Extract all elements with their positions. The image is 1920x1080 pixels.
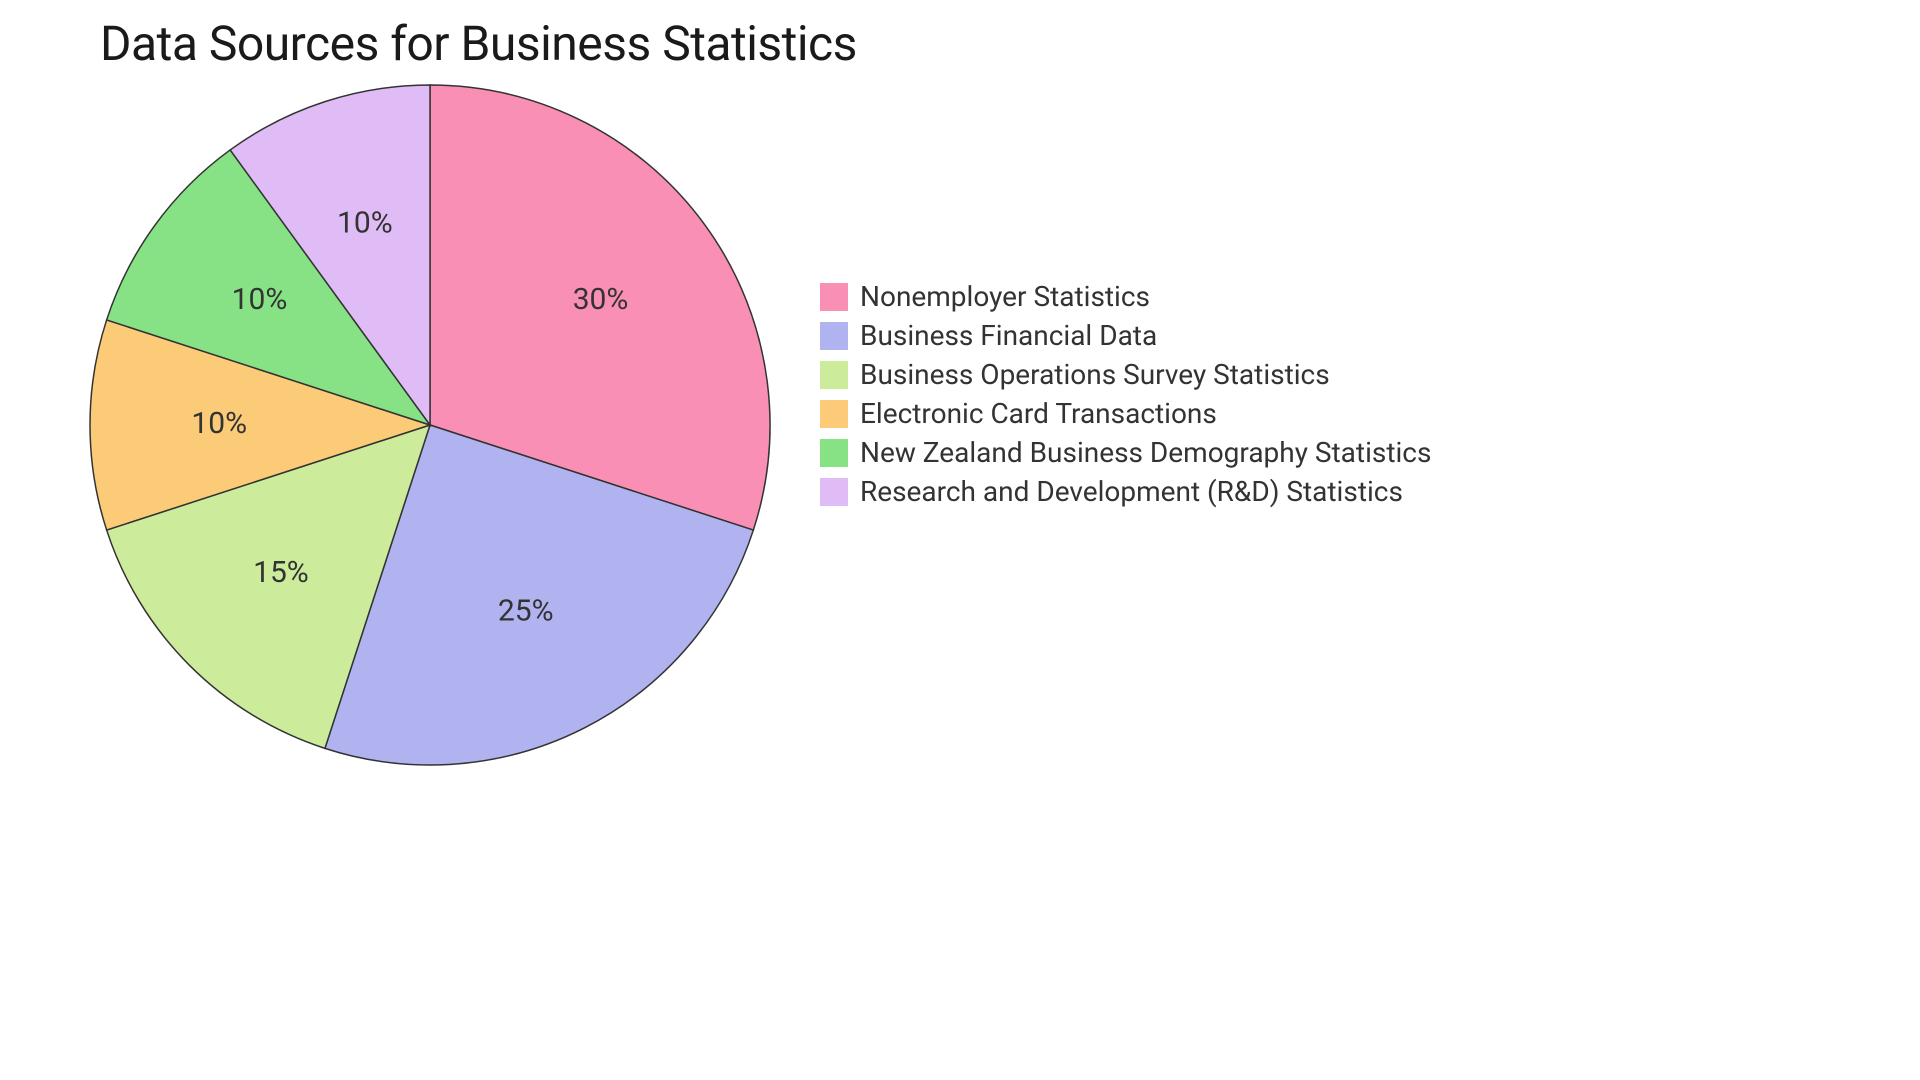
chart-title: Data Sources for Business Statistics (100, 15, 857, 72)
legend-item: Nonemployer Statistics (820, 280, 1431, 313)
legend-item: New Zealand Business Demography Statisti… (820, 436, 1431, 469)
legend-label: Business Financial Data (860, 319, 1157, 352)
legend-swatch (820, 283, 848, 311)
legend-swatch (820, 439, 848, 467)
chart-container: Data Sources for Business Statistics 30%… (0, 0, 1920, 1080)
slice-label: 25% (498, 594, 554, 629)
legend-label: Electronic Card Transactions (860, 397, 1217, 430)
slice-label: 10% (191, 406, 247, 441)
legend-item: Business Operations Survey Statistics (820, 358, 1431, 391)
legend-item: Business Financial Data (820, 319, 1431, 352)
legend-swatch (820, 361, 848, 389)
legend-label: Research and Development (R&D) Statistic… (860, 475, 1403, 508)
legend-label: New Zealand Business Demography Statisti… (860, 436, 1431, 469)
slice-label: 10% (232, 282, 288, 317)
slice-label: 15% (253, 555, 309, 590)
legend-swatch (820, 322, 848, 350)
legend-item: Research and Development (R&D) Statistic… (820, 475, 1431, 508)
legend-item: Electronic Card Transactions (820, 397, 1431, 430)
legend-label: Nonemployer Statistics (860, 280, 1150, 313)
legend-swatch (820, 400, 848, 428)
pie-chart: 30% 25% 15% 10% 10% 10% (80, 75, 780, 775)
slice-label: 30% (573, 282, 629, 317)
legend: Nonemployer Statistics Business Financial… (820, 280, 1431, 508)
slice-label: 10% (337, 205, 393, 240)
legend-swatch (820, 478, 848, 506)
legend-label: Business Operations Survey Statistics (860, 358, 1330, 391)
